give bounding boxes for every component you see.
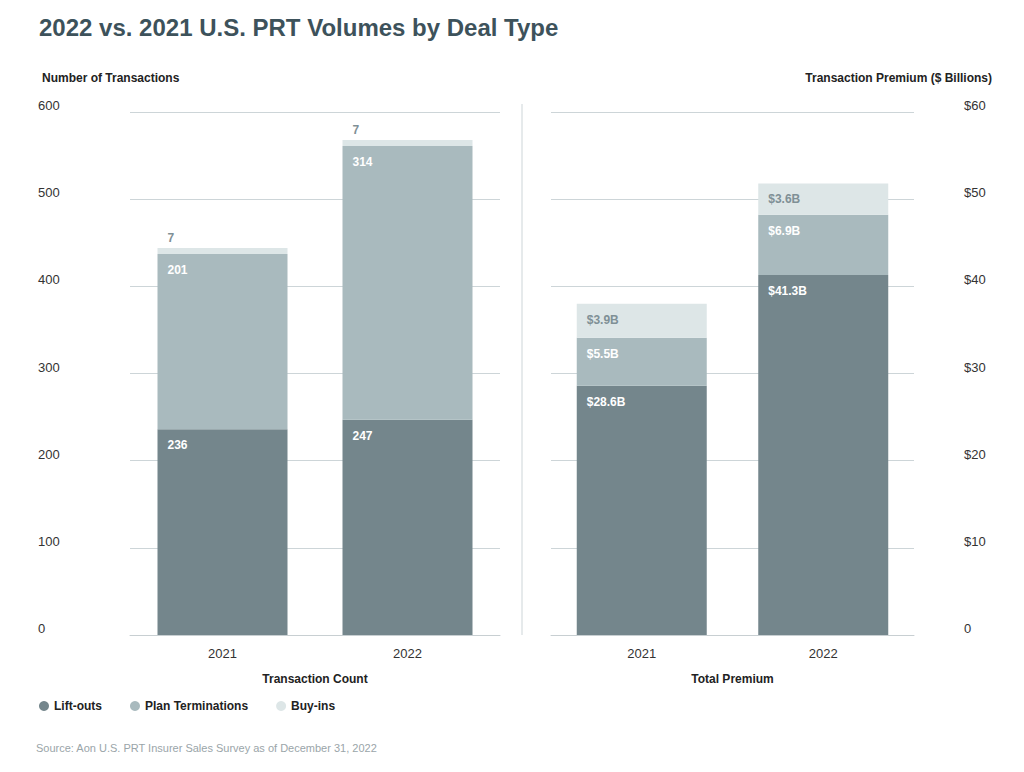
svg-text:0: 0 xyxy=(964,621,971,636)
svg-text:Source: Aon U.S. PRT Insurer S: Source: Aon U.S. PRT Insurer Sales Surve… xyxy=(36,742,377,754)
svg-text:247: 247 xyxy=(353,429,373,443)
svg-text:$5.5B: $5.5B xyxy=(587,347,619,361)
svg-text:$60: $60 xyxy=(964,98,986,113)
svg-text:2022 vs. 2021 U.S. PRT Volumes: 2022 vs. 2021 U.S. PRT Volumes by Deal T… xyxy=(39,14,558,41)
svg-text:200: 200 xyxy=(38,447,60,462)
svg-text:0: 0 xyxy=(38,621,45,636)
svg-text:$3.9B: $3.9B xyxy=(587,313,619,327)
svg-text:$40: $40 xyxy=(964,272,986,287)
svg-text:Transaction Count: Transaction Count xyxy=(262,672,367,686)
svg-text:$3.6B: $3.6B xyxy=(768,192,800,206)
svg-text:2021: 2021 xyxy=(208,646,237,661)
svg-text:$6.9B: $6.9B xyxy=(768,224,800,238)
svg-text:2022: 2022 xyxy=(393,646,422,661)
svg-text:201: 201 xyxy=(168,263,188,277)
svg-text:$50: $50 xyxy=(964,185,986,200)
svg-text:100: 100 xyxy=(38,534,60,549)
svg-text:400: 400 xyxy=(38,272,60,287)
svg-text:Number of Transactions: Number of Transactions xyxy=(42,71,180,85)
svg-text:7: 7 xyxy=(168,231,175,245)
svg-text:7: 7 xyxy=(353,123,360,137)
svg-text:$28.6B: $28.6B xyxy=(587,395,626,409)
svg-text:Total Premium: Total Premium xyxy=(691,672,773,686)
svg-text:2021: 2021 xyxy=(627,646,656,661)
svg-text:Transaction Premium ($ Billion: Transaction Premium ($ Billions) xyxy=(805,71,992,85)
svg-text:236: 236 xyxy=(168,438,188,452)
svg-text:300: 300 xyxy=(38,360,60,375)
svg-text:$30: $30 xyxy=(964,360,986,375)
svg-text:Lift-outs: Lift-outs xyxy=(54,699,102,713)
svg-text:$10: $10 xyxy=(964,534,986,549)
svg-text:$20: $20 xyxy=(964,447,986,462)
svg-text:2022: 2022 xyxy=(809,646,838,661)
svg-text:Plan Terminations: Plan Terminations xyxy=(145,699,248,713)
svg-text:$41.3B: $41.3B xyxy=(768,284,807,298)
svg-text:600: 600 xyxy=(38,98,60,113)
svg-text:500: 500 xyxy=(38,185,60,200)
svg-text:Buy-ins: Buy-ins xyxy=(291,699,335,713)
svg-text:314: 314 xyxy=(353,155,373,169)
